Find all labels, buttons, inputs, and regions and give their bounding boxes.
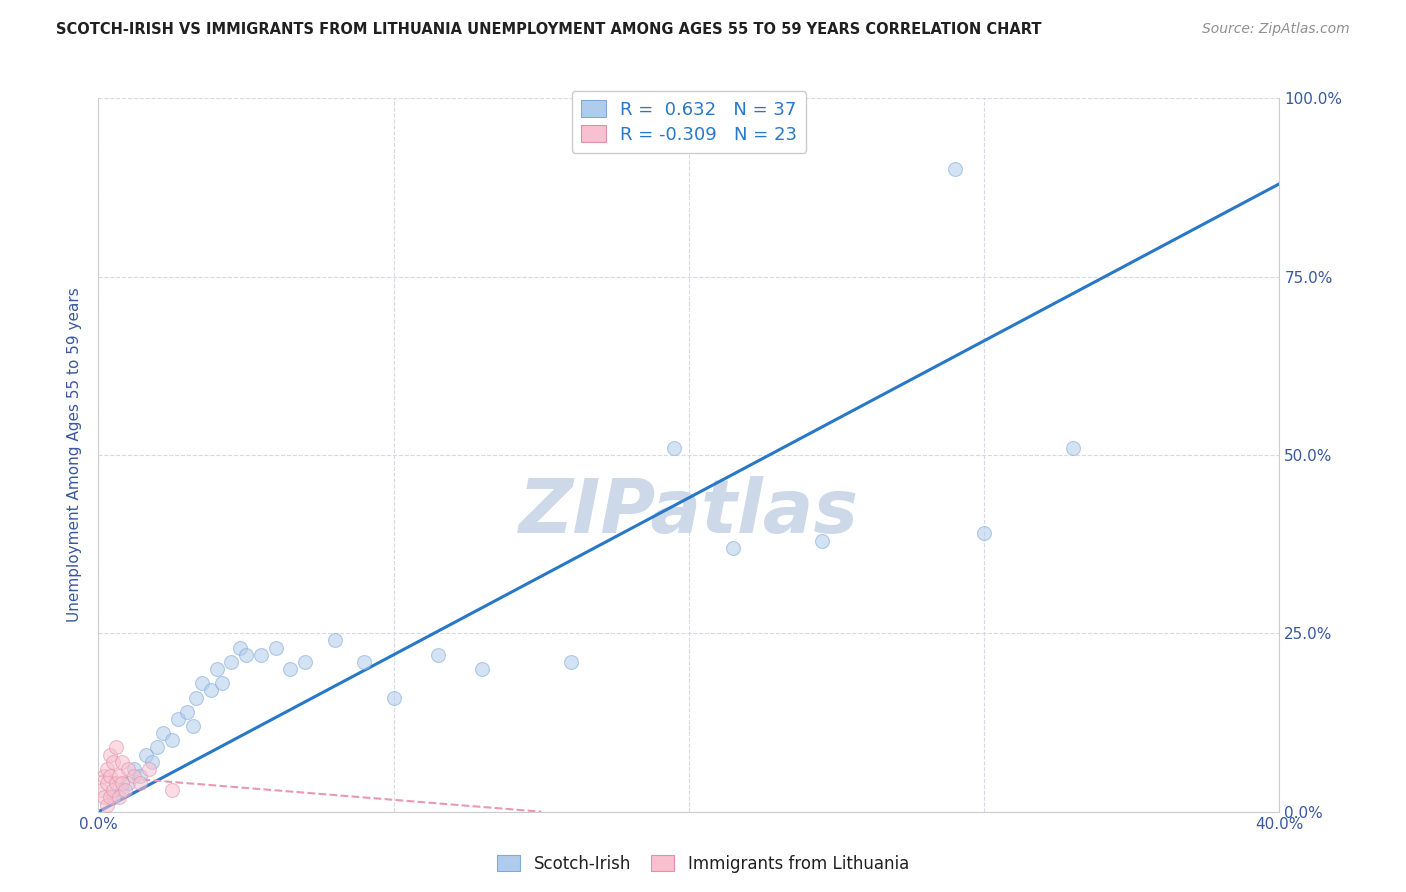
Point — [181, 719, 204, 733]
Point — [167, 712, 190, 726]
Text: Source: ZipAtlas.com: Source: ZipAtlas.com — [1202, 22, 1350, 37]
Text: ZIPatlas: ZIPatlas — [519, 475, 859, 549]
Point — [184, 690, 207, 705]
Point — [943, 162, 966, 177]
Point — [1062, 441, 1084, 455]
Point — [211, 676, 233, 690]
Point — [128, 769, 150, 783]
Point — [93, 769, 115, 783]
Point — [235, 648, 257, 662]
Point — [117, 762, 139, 776]
Point — [96, 762, 118, 776]
Point — [294, 655, 316, 669]
Point — [96, 776, 118, 790]
Point — [141, 755, 163, 769]
Point — [219, 655, 242, 669]
Point — [146, 740, 169, 755]
Point — [138, 762, 160, 776]
Point — [152, 726, 174, 740]
Point — [278, 662, 302, 676]
Point — [664, 441, 686, 455]
Point — [471, 662, 494, 676]
Point — [162, 783, 183, 797]
Point — [98, 769, 121, 783]
Point — [200, 683, 222, 698]
Point — [973, 526, 995, 541]
Point — [560, 655, 582, 669]
Point — [135, 747, 157, 762]
Point — [122, 762, 145, 776]
Point — [108, 769, 131, 783]
Point — [96, 797, 118, 812]
Point — [122, 769, 145, 783]
Point — [93, 790, 115, 805]
Point — [90, 783, 112, 797]
Point — [162, 733, 183, 747]
Point — [191, 676, 214, 690]
Point — [264, 640, 287, 655]
Y-axis label: Unemployment Among Ages 55 to 59 years: Unemployment Among Ages 55 to 59 years — [67, 287, 83, 623]
Point — [103, 755, 125, 769]
Point — [114, 783, 136, 797]
Point — [128, 776, 150, 790]
Point — [111, 755, 134, 769]
Legend: Scotch-Irish, Immigrants from Lithuania: Scotch-Irish, Immigrants from Lithuania — [491, 848, 915, 880]
Point — [229, 640, 252, 655]
Point — [111, 776, 134, 790]
Point — [323, 633, 346, 648]
Point — [111, 783, 134, 797]
Point — [98, 790, 121, 805]
Legend: R =  0.632   N = 37, R = -0.309   N = 23: R = 0.632 N = 37, R = -0.309 N = 23 — [572, 91, 806, 153]
Point — [103, 790, 125, 805]
Point — [382, 690, 405, 705]
Point — [108, 790, 131, 805]
Point — [103, 783, 125, 797]
Point — [105, 776, 128, 790]
Point — [810, 533, 832, 548]
Point — [205, 662, 228, 676]
Point — [117, 776, 139, 790]
Point — [353, 655, 375, 669]
Point — [427, 648, 450, 662]
Point — [250, 648, 273, 662]
Point — [98, 747, 121, 762]
Point — [723, 541, 745, 555]
Point — [176, 705, 198, 719]
Text: SCOTCH-IRISH VS IMMIGRANTS FROM LITHUANIA UNEMPLOYMENT AMONG AGES 55 TO 59 YEARS: SCOTCH-IRISH VS IMMIGRANTS FROM LITHUANI… — [56, 22, 1042, 37]
Point — [105, 740, 128, 755]
